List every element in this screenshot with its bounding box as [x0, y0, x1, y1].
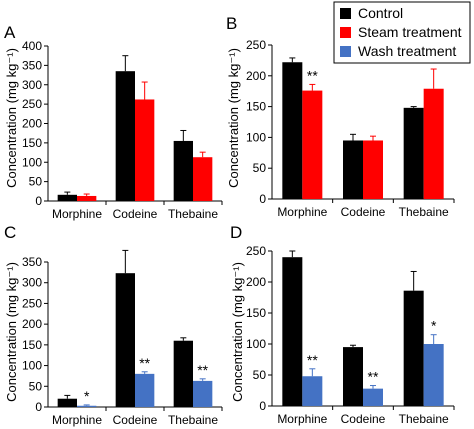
bar: [193, 380, 213, 407]
significance-marker: *: [431, 318, 437, 334]
bar: [193, 157, 213, 201]
y-tick-label: 50: [29, 379, 43, 393]
y-tick-label: 150: [246, 306, 266, 320]
y-tick-label: 100: [246, 337, 266, 351]
y-axis-title-d: Concentration (mg kg⁻¹): [230, 262, 245, 402]
panel-letter-c: C: [4, 223, 16, 242]
x-tick-label: Codeine: [341, 412, 386, 426]
significance-marker: *: [84, 388, 90, 404]
legend: Control Steam treatment Wash treatment: [333, 1, 471, 64]
chart-panel-c: 0 50 100 150 200 250 300 350 Morphine * Codeine ** T…: [22, 249, 223, 427]
legend-swatch-control: [340, 8, 351, 19]
y-tick-label: 300: [22, 276, 42, 290]
legend-swatch-steam: [340, 27, 351, 38]
y-tick-label: 150: [22, 338, 42, 352]
chart-panel-d: 0 50 100 150 200 250 Morphine ** Codeine ** Thebai…: [246, 244, 455, 426]
bar: [115, 71, 135, 201]
legend-swatch-wash: [340, 46, 351, 57]
x-tick-label: Thebaine: [168, 413, 218, 427]
y-axis-title-a: Concentration (mg kg⁻¹): [4, 48, 19, 188]
significance-marker: **: [307, 352, 318, 368]
bar: [77, 195, 97, 201]
y-tick-label: 250: [246, 244, 266, 258]
y-tick-label: 100: [246, 130, 266, 144]
bar: [343, 347, 363, 406]
y-tick-label: 100: [22, 155, 42, 169]
x-tick-label: Thebaine: [168, 207, 218, 221]
x-tick-label: Morphine: [52, 413, 102, 427]
bar: [403, 290, 424, 406]
y-tick-label: 50: [253, 161, 267, 175]
legend-label-steam: Steam treatment: [358, 24, 462, 40]
x-tick-label: Morphine: [277, 412, 327, 426]
x-tick-label: Morphine: [277, 205, 327, 219]
y-tick-label: 400: [22, 39, 42, 53]
x-tick-label: Codeine: [341, 205, 386, 219]
bar: [77, 405, 97, 407]
bar: [302, 90, 323, 199]
y-tick-label: 0: [259, 192, 266, 206]
y-tick-label: 200: [246, 275, 266, 289]
significance-marker: **: [197, 362, 208, 378]
y-tick-label: 250: [22, 97, 42, 111]
y-tick-label: 50: [29, 175, 43, 189]
x-tick-label: Codeine: [113, 413, 158, 427]
panel-letter-b: B: [226, 14, 237, 33]
y-tick-label: 150: [246, 100, 266, 114]
panel-letter-d: D: [230, 223, 242, 242]
legend-frame: [333, 1, 471, 64]
bar: [135, 99, 155, 201]
y-tick-label: 0: [259, 399, 266, 413]
y-tick-label: 200: [246, 69, 266, 83]
bar: [173, 140, 193, 201]
y-tick-label: 250: [22, 296, 42, 310]
bar: [403, 107, 424, 199]
plot-area: 0 50 100 150 200 250 300 350 400 Morphine Codeine T…: [22, 38, 455, 427]
bar: [363, 140, 383, 199]
significance-marker: **: [368, 369, 379, 385]
y-tick-label: 250: [246, 38, 266, 52]
bar: [173, 340, 193, 407]
y-tick-label: 50: [253, 368, 267, 382]
bar: [115, 273, 135, 407]
bar: [282, 62, 303, 199]
y-tick-label: 300: [22, 78, 42, 92]
legend-label-wash: Wash treatment: [358, 43, 456, 59]
x-tick-label: Thebaine: [399, 412, 449, 426]
y-tick-label: 200: [22, 317, 42, 331]
bar: [282, 257, 303, 406]
x-tick-label: Thebaine: [399, 205, 449, 219]
y-tick-label: 350: [22, 255, 42, 269]
y-tick-label: 350: [22, 58, 42, 72]
y-axis-title-c: Concentration (mg kg⁻¹): [4, 262, 19, 402]
bar: [302, 376, 323, 406]
bar: [57, 398, 77, 407]
panel-letter-a: A: [4, 23, 16, 42]
bar: [423, 88, 444, 199]
legend-label-control: Control: [358, 5, 403, 21]
y-axis-title-b: Concentration (mg kg⁻¹): [226, 48, 241, 188]
y-tick-label: 200: [22, 117, 42, 131]
bar: [57, 194, 77, 201]
bar: [363, 388, 383, 406]
bar: [343, 140, 363, 199]
y-tick-label: 0: [35, 194, 42, 208]
chart-panel-a: 0 50 100 150 200 250 300 350 400 Morphine Codeine T…: [22, 39, 223, 221]
significance-marker: **: [307, 67, 318, 83]
bar: [423, 344, 444, 406]
y-tick-label: 150: [22, 136, 42, 150]
y-tick-label: 0: [35, 400, 42, 414]
bar: [135, 373, 155, 407]
x-tick-label: Morphine: [52, 207, 102, 221]
x-tick-label: Codeine: [113, 207, 158, 221]
y-tick-label: 100: [22, 359, 42, 373]
chart-panel-b: 0 50 100 150 200 250 Morphine ** Codeine Thebaine: [246, 38, 455, 219]
significance-marker: **: [139, 355, 150, 371]
